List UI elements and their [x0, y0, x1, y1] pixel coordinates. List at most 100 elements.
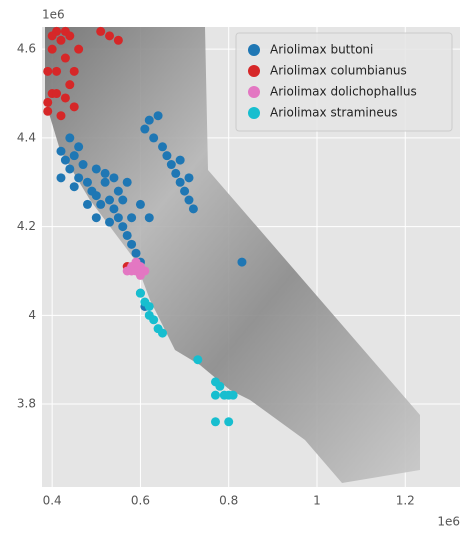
point [74, 173, 84, 183]
point [228, 390, 238, 400]
point [52, 66, 62, 76]
point [69, 151, 79, 161]
y-tick-label: 3.8 [17, 397, 36, 411]
legend-label: Ariolimax stramineus [270, 106, 398, 120]
point [166, 160, 176, 170]
point [60, 53, 70, 63]
point [140, 124, 150, 134]
y-tick-label: 4.4 [17, 130, 36, 144]
point [153, 111, 163, 121]
point [47, 44, 57, 54]
y-tick-label: 4.2 [17, 219, 36, 233]
point [149, 315, 159, 325]
point [188, 204, 198, 214]
point [96, 199, 106, 209]
point [56, 35, 66, 45]
point [135, 270, 145, 280]
point [149, 133, 159, 143]
point [162, 151, 172, 161]
point [113, 35, 123, 45]
point [109, 204, 119, 214]
point [109, 173, 119, 183]
point [43, 66, 53, 76]
point [210, 390, 220, 400]
legend-label: Ariolimax dolichophallus [270, 85, 417, 99]
legend-marker [248, 86, 260, 98]
point [65, 133, 75, 143]
point [122, 266, 132, 276]
legend-box [235, 32, 453, 132]
point [91, 213, 101, 223]
point [91, 164, 101, 174]
point [105, 217, 115, 227]
point [113, 186, 123, 196]
point [105, 31, 115, 41]
point [56, 146, 66, 156]
point [78, 160, 88, 170]
point [184, 173, 194, 183]
point [56, 111, 66, 121]
point [224, 417, 234, 427]
y-offset-label: 1e6 [42, 8, 65, 22]
point [65, 80, 75, 90]
point [131, 248, 141, 258]
point [144, 301, 154, 311]
point [158, 328, 168, 338]
x-offset-label: 1e6 [437, 515, 460, 529]
point [65, 164, 75, 174]
point [122, 177, 132, 187]
point [171, 168, 181, 178]
point [184, 195, 194, 205]
point [69, 102, 79, 112]
point [144, 115, 154, 125]
x-tick-label: 0.8 [219, 494, 238, 508]
point [210, 417, 220, 427]
y-tick-label: 4 [28, 308, 36, 322]
point [74, 44, 84, 54]
legend-marker [248, 107, 260, 119]
point [122, 230, 132, 240]
point [82, 177, 92, 187]
x-tick-label: 1.2 [396, 494, 415, 508]
point [237, 257, 247, 267]
point [52, 89, 62, 99]
point [175, 155, 185, 165]
legend-label: Ariolimax columbianus [270, 64, 407, 78]
california-raster [45, 27, 420, 483]
legend-marker [248, 44, 260, 56]
point [131, 257, 141, 267]
point [69, 66, 79, 76]
point [65, 31, 75, 41]
point [74, 142, 84, 152]
point [105, 195, 115, 205]
point [215, 381, 225, 391]
point [127, 213, 137, 223]
legend: Ariolimax buttoni Ariolimax columbianus Ar… [235, 32, 453, 132]
x-tick-label: 1 [313, 494, 321, 508]
legend-label: Ariolimax buttoni [270, 43, 373, 57]
point [135, 288, 145, 298]
point [144, 213, 154, 223]
x-tick-label: 0.6 [131, 494, 150, 508]
point [69, 182, 79, 192]
point [100, 168, 110, 178]
point [127, 239, 137, 249]
y-tick-label: 4.6 [17, 42, 36, 56]
point [100, 177, 110, 187]
point [193, 355, 203, 365]
point [118, 195, 128, 205]
point [118, 222, 128, 232]
point [180, 186, 190, 196]
point [175, 177, 185, 187]
point [43, 97, 53, 107]
legend-marker [248, 65, 260, 77]
point [56, 173, 66, 183]
x-tick-label: 0.4 [43, 494, 62, 508]
point [47, 31, 57, 41]
point [60, 155, 70, 165]
point [158, 142, 168, 152]
point [91, 191, 101, 201]
point [135, 199, 145, 209]
point [96, 26, 106, 36]
point [82, 199, 92, 209]
